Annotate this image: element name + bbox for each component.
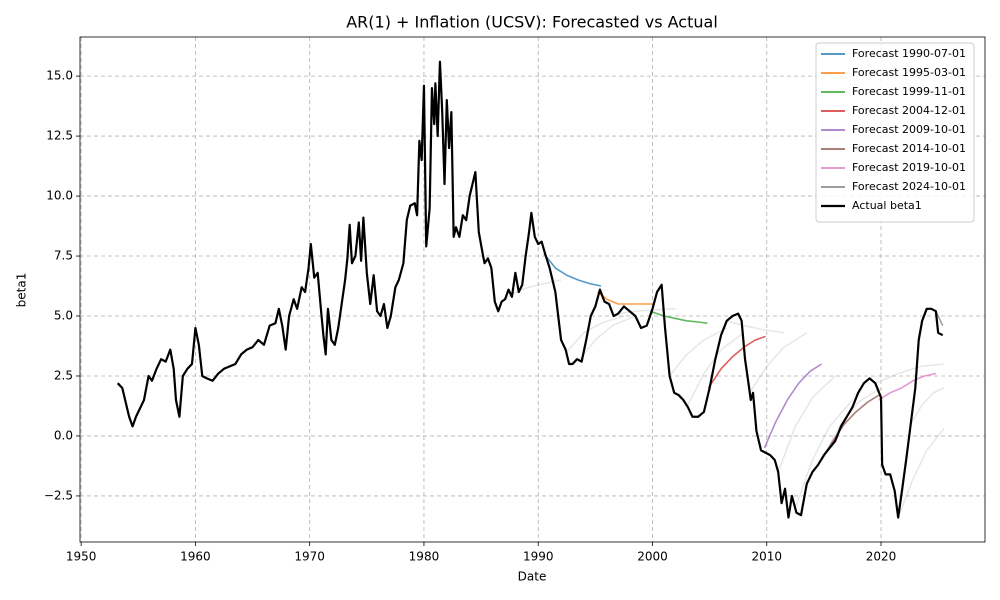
background-line	[566, 315, 625, 353]
background-line	[577, 315, 636, 363]
forecast-line	[543, 253, 602, 287]
chart-title: AR(1) + Inflation (UCSV): Forecasted vs …	[346, 13, 718, 32]
y-tick-label: 5.0	[54, 309, 73, 323]
legend-label: Forecast 2009-10-01	[852, 123, 966, 136]
y-tick-label: 2.5	[54, 368, 73, 382]
x-tick-label: 2020	[866, 550, 897, 564]
y-tick-label: 0.0	[54, 428, 73, 442]
background-line	[910, 387, 945, 425]
background-line	[669, 327, 728, 377]
forecast-line	[649, 310, 708, 325]
legend-label: Forecast 2004-12-01	[852, 104, 966, 117]
legend-label: Forecast 1999-11-01	[852, 85, 966, 98]
y-tick-label: −2.5	[44, 488, 73, 502]
x-axis-label: Date	[518, 570, 547, 584]
legend-label: Forecast 2019-10-01	[852, 161, 966, 174]
actual-line	[116, 60, 944, 519]
y-tick-label: 12.5	[46, 129, 73, 143]
x-tick-label: 1990	[523, 550, 554, 564]
x-tick-label: 2000	[637, 550, 668, 564]
y-tick-label: 7.5	[54, 249, 73, 263]
x-tick-label: 1960	[180, 550, 211, 564]
x-tick-label: 1950	[66, 550, 97, 564]
background-line	[777, 375, 836, 473]
forecast-line	[763, 363, 823, 449]
x-tick-label: 1980	[409, 550, 440, 564]
background-line	[748, 332, 808, 394]
plot-frame	[79, 36, 986, 543]
forecast-line	[878, 372, 937, 401]
y-tick-label: 15.0	[46, 69, 73, 83]
background-line	[897, 428, 945, 518]
y-axis-label: beta1	[15, 273, 29, 308]
background-line	[794, 399, 854, 509]
x-tick-label: 1970	[294, 550, 325, 564]
legend-box	[815, 42, 975, 223]
forecast-line	[820, 394, 880, 461]
legend-label: Forecast 1990-07-01	[852, 47, 966, 60]
legend-label: Forecast 2014-10-01	[852, 142, 966, 155]
x-tick-label: 2010	[751, 550, 782, 564]
legend-label: Forecast 1995-03-01	[852, 66, 966, 79]
y-tick-label: 10.0	[46, 189, 73, 203]
forecast-line	[707, 335, 766, 389]
background-line	[875, 363, 944, 384]
background-line	[686, 332, 745, 408]
legend-label: Forecast 2024-10-01	[852, 180, 966, 193]
background-line	[726, 320, 785, 334]
forecast-line	[597, 291, 655, 305]
legend-label: Actual beta1	[852, 199, 922, 212]
